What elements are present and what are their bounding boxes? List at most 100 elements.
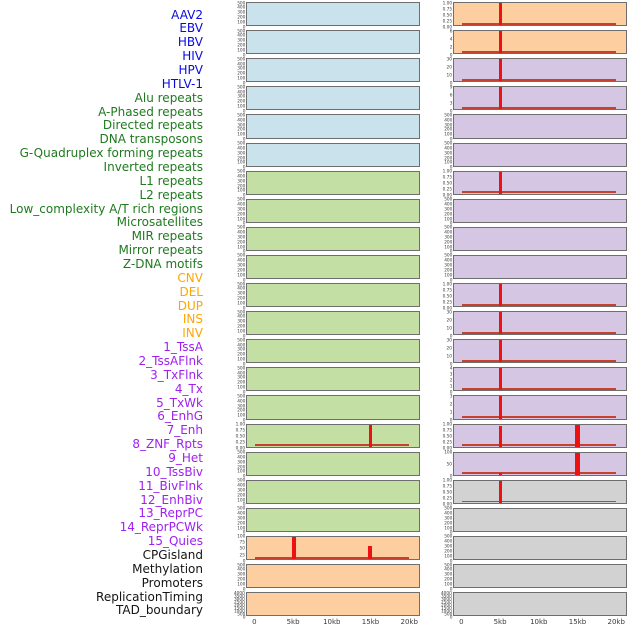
row-label-AAV2: AAV2 xyxy=(171,7,203,22)
red-spike xyxy=(291,536,296,560)
row-label-INS: INS xyxy=(182,312,203,327)
y-tick-label: 400 xyxy=(236,61,245,67)
y-tick-label: 100 xyxy=(236,534,245,540)
y-tick-label: 200 xyxy=(236,323,245,329)
y-tick-label: 300 xyxy=(236,9,245,15)
y-tick-label: 300 xyxy=(443,150,452,156)
red-baseline xyxy=(462,444,616,447)
panel-4_Tx: 500 400 300 200 100 0 xyxy=(444,141,627,170)
panel-DEL: 500 400 300 200 100 0 xyxy=(237,563,420,591)
y-tick-label: 4 xyxy=(449,365,452,371)
x-tick-label: 5kb xyxy=(493,617,507,626)
row-label-DUP: DUP xyxy=(177,298,203,313)
row-label-6_EnhG: 6_EnhG xyxy=(157,409,203,424)
x-tick-label: 20kb xyxy=(607,617,625,626)
red-spike xyxy=(499,340,503,363)
y-tick-label: 0 xyxy=(242,586,245,592)
y-tick-label: 0 xyxy=(242,502,245,508)
y-tick-label: 1.00 xyxy=(442,421,452,427)
y-tick-label: 500 xyxy=(236,562,245,568)
red-baseline xyxy=(462,79,616,81)
y-tick-label: 100 xyxy=(236,132,245,137)
y-tick-label: 0 xyxy=(449,164,452,170)
red-spike xyxy=(499,396,503,419)
y-tick-label: 500 xyxy=(443,140,452,146)
y-tick-label: 500 xyxy=(236,168,245,174)
y-tick-label: 2500 xyxy=(234,599,245,605)
y-tick-label: 0.50 xyxy=(442,180,452,186)
y-tick-label: 50 xyxy=(239,546,245,552)
y-tick-label: 200 xyxy=(443,155,452,161)
y-tick-label: 300 xyxy=(443,543,452,549)
y-tick-label: 0.00 xyxy=(442,24,452,30)
row-label-DNA transposons: DNA transposons xyxy=(99,132,204,147)
row-label-14_ReprPCWk: 14_ReprPCWk xyxy=(119,520,203,535)
y-tick-label: 100 xyxy=(236,188,245,194)
y-tick-label: 200 xyxy=(236,239,245,245)
y-tick-label: 3000 xyxy=(441,596,452,602)
y-tick-label: 1500 xyxy=(234,605,245,611)
y-tick-label: 400 xyxy=(236,370,245,376)
y-tick-label: 100 xyxy=(443,525,452,531)
y-tick-label: 0 xyxy=(449,108,452,114)
y-tick-label: 300 xyxy=(443,262,452,268)
y-tick-label: 200 xyxy=(236,492,245,498)
row-label-4_Tx: 4_Tx xyxy=(174,381,203,396)
y-tick-label: 0 xyxy=(242,221,245,227)
y-tick-label: 20 xyxy=(446,317,452,323)
panel-Directed repeats: 500 400 300 200 100 0 xyxy=(237,225,420,254)
y-tick-label: 0 xyxy=(242,417,245,423)
y-tick-label: 400 xyxy=(443,145,452,151)
panel-A-Phased repeats: 500 400 300 200 100 0 xyxy=(237,197,420,226)
y-tick-label: 200 xyxy=(236,127,245,133)
y-tick-label: 400 xyxy=(236,398,245,404)
panel-DUP: 4000 3500 3000 2500 2000 1500 1000 500 0 xyxy=(234,591,420,619)
panel-CPGisland: 1.00 0.75 0.50 0.25 0.00 xyxy=(442,478,627,507)
row-label-HIV: HIV xyxy=(182,49,203,64)
panel-INS: 1.00 0.75 0.50 0.25 0.00 xyxy=(442,1,627,29)
red-baseline xyxy=(462,331,616,334)
row-label-G-Quadruplex forming repeats: G-Quadruplex forming repeats xyxy=(19,146,203,161)
y-tick-label: 100 xyxy=(236,272,245,278)
y-tick-label: 1.00 xyxy=(442,281,452,287)
y-tick-label: 0.50 xyxy=(442,293,452,299)
y-tick-label: 100 xyxy=(236,300,245,306)
panel-ReplicationTiming: 500 400 300 200 100 0 xyxy=(444,563,627,591)
y-tick-label: 400 xyxy=(443,567,452,573)
y-tick-label: 0.25 xyxy=(235,439,245,445)
y-tick-label: 0 xyxy=(242,277,245,283)
y-tick-label: 300 xyxy=(443,571,452,577)
panel-13_ReprPC: 3 2 1 0 xyxy=(449,394,627,423)
y-tick-label: 500 xyxy=(236,112,245,118)
row-label-10_TssBiv: 10_TssBiv xyxy=(145,464,203,479)
x-tick-label: 15kb xyxy=(568,617,587,626)
y-tick-label: 0 xyxy=(242,305,245,311)
y-tick-label: 0 xyxy=(449,80,452,86)
y-tick-label: 300 xyxy=(236,515,245,521)
row-label-8_ZNF_Rpts: 8_ZNF_Rpts xyxy=(132,437,203,452)
y-tick-label: 400 xyxy=(236,5,245,11)
y-tick-label: 400 xyxy=(236,342,245,348)
x-tick-label: 15kb xyxy=(361,617,380,626)
y-tick-label: 100 xyxy=(443,553,452,559)
red-spike xyxy=(499,3,503,26)
panel-9_Het: 1.00 0.75 0.50 0.25 0.00 xyxy=(442,282,627,310)
row-label-INV: INV xyxy=(182,326,203,341)
row-label-Promoters: Promoters xyxy=(141,575,203,590)
panel-INV: 6 4 2 0 xyxy=(449,29,627,57)
y-tick-label: 300 xyxy=(443,122,452,128)
y-tick-label: 0 xyxy=(242,389,245,395)
red-baseline xyxy=(462,416,616,419)
y-tick-label: 100 xyxy=(236,384,245,390)
y-tick-label: 500 xyxy=(236,84,245,90)
red-baseline xyxy=(462,303,616,306)
y-tick-label: 200 xyxy=(443,576,452,582)
y-tick-label: 100 xyxy=(236,356,245,362)
y-tick-label: 300 xyxy=(443,515,452,521)
y-tick-label: 0 xyxy=(449,530,452,536)
red-spike xyxy=(499,87,503,110)
y-tick-label: 100 xyxy=(236,525,245,531)
panel-DNA transposons: 500 400 300 200 100 0 xyxy=(237,253,420,282)
row-label-L1 repeats: L1 repeats xyxy=(139,173,204,188)
y-tick-label: 500 xyxy=(443,534,452,540)
